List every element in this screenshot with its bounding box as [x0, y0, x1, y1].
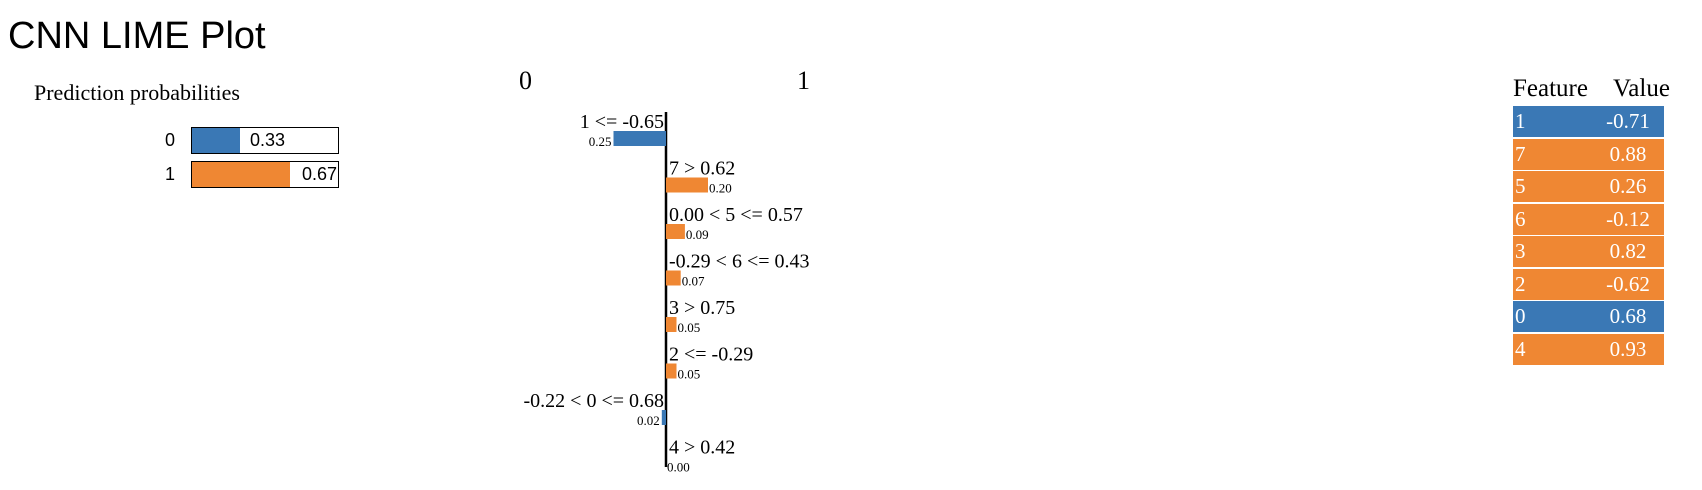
feature-weight-value: 0.05 — [678, 320, 701, 335]
feature-value: 0.26 — [1609, 174, 1647, 198]
feature-table-row: 4 0.93 — [1513, 333, 1664, 365]
feature-condition-label: 3 > 0.75 — [669, 297, 735, 319]
probability-bar-fill — [192, 128, 241, 153]
feature-table-row: 1 -0.71 — [1513, 106, 1664, 137]
feature-value: 0.82 — [1609, 239, 1647, 263]
feature-weight-value: 0.07 — [682, 274, 705, 289]
feature-header: Feature — [1513, 75, 1588, 102]
probability-bar-frame — [191, 127, 339, 154]
value-header: Value — [1613, 75, 1670, 102]
feature-weight-bar — [666, 270, 681, 286]
feature-weight-value: 0.02 — [637, 413, 660, 428]
probability-bar-fill — [192, 162, 290, 187]
feature-condition-label: -0.22 < 0 <= 0.68 — [524, 390, 665, 412]
feature-name: 2 — [1515, 271, 1526, 296]
feature-weight-value: 0.05 — [678, 367, 701, 382]
feature-weight-value: 0.25 — [589, 134, 612, 149]
feature-value: -0.71 — [1606, 109, 1650, 133]
feature-name: 3 — [1515, 239, 1526, 263]
page-title: CNN LIME Plot — [8, 15, 266, 57]
feature-weight-bar — [661, 410, 666, 425]
class-label-0: 0 — [519, 66, 532, 95]
feature-condition-label: 2 <= -0.29 — [669, 344, 753, 366]
feature-name: 6 — [1515, 206, 1526, 231]
feature-weight-bar — [666, 317, 677, 332]
feature-table-row: 7 0.88 — [1513, 138, 1664, 170]
feature-condition-label: 4 > 0.42 — [669, 437, 735, 459]
feature-table-row: 5 0.26 — [1513, 171, 1664, 202]
feature-weight-bar — [666, 363, 677, 379]
probability-bar-frame — [191, 161, 339, 188]
feature-condition-label: 1 <= -0.65 — [580, 111, 664, 133]
feature-condition-label: -0.29 < 6 <= 0.43 — [669, 251, 810, 273]
feature-weight-bar — [666, 177, 708, 193]
class-label-1: 1 — [797, 66, 810, 95]
feature-condition-label: 7 > 0.62 — [669, 158, 735, 180]
probability-class-label: 1 — [164, 164, 175, 184]
feature-table-row: 2 -0.62 — [1513, 268, 1664, 300]
probability-class-label: 0 — [164, 130, 175, 150]
feature-table-row: 0 0.68 — [1513, 301, 1664, 332]
feature-condition-label: 0.00 < 5 <= 0.57 — [669, 204, 803, 226]
feature-value: 0.88 — [1609, 141, 1647, 166]
probability-value: 0.33 — [250, 130, 286, 150]
feature-name: 5 — [1515, 174, 1526, 198]
feature-value: -0.62 — [1606, 271, 1650, 296]
feature-weight-value: 0.09 — [686, 227, 709, 242]
feature-weight-bar — [613, 131, 666, 146]
feature-table-row: 6 -0.12 — [1513, 203, 1664, 235]
feature-value: -0.12 — [1606, 206, 1650, 231]
feature-name: 1 — [1515, 109, 1526, 133]
prediction-probabilities-title: Prediction probabilities — [34, 80, 240, 105]
feature-table-row: 3 0.82 — [1513, 236, 1664, 267]
feature-name: 0 — [1515, 304, 1526, 328]
feature-weight-value: 0.20 — [709, 181, 732, 196]
feature-value: 0.93 — [1609, 336, 1647, 361]
feature-name: 7 — [1515, 141, 1526, 166]
feature-name: 4 — [1515, 336, 1526, 361]
feature-weight-bar — [666, 224, 685, 239]
feature-value: 0.68 — [1609, 304, 1647, 328]
probability-value: 0.67 — [302, 164, 338, 184]
feature-weight-value: 0.00 — [667, 460, 690, 475]
